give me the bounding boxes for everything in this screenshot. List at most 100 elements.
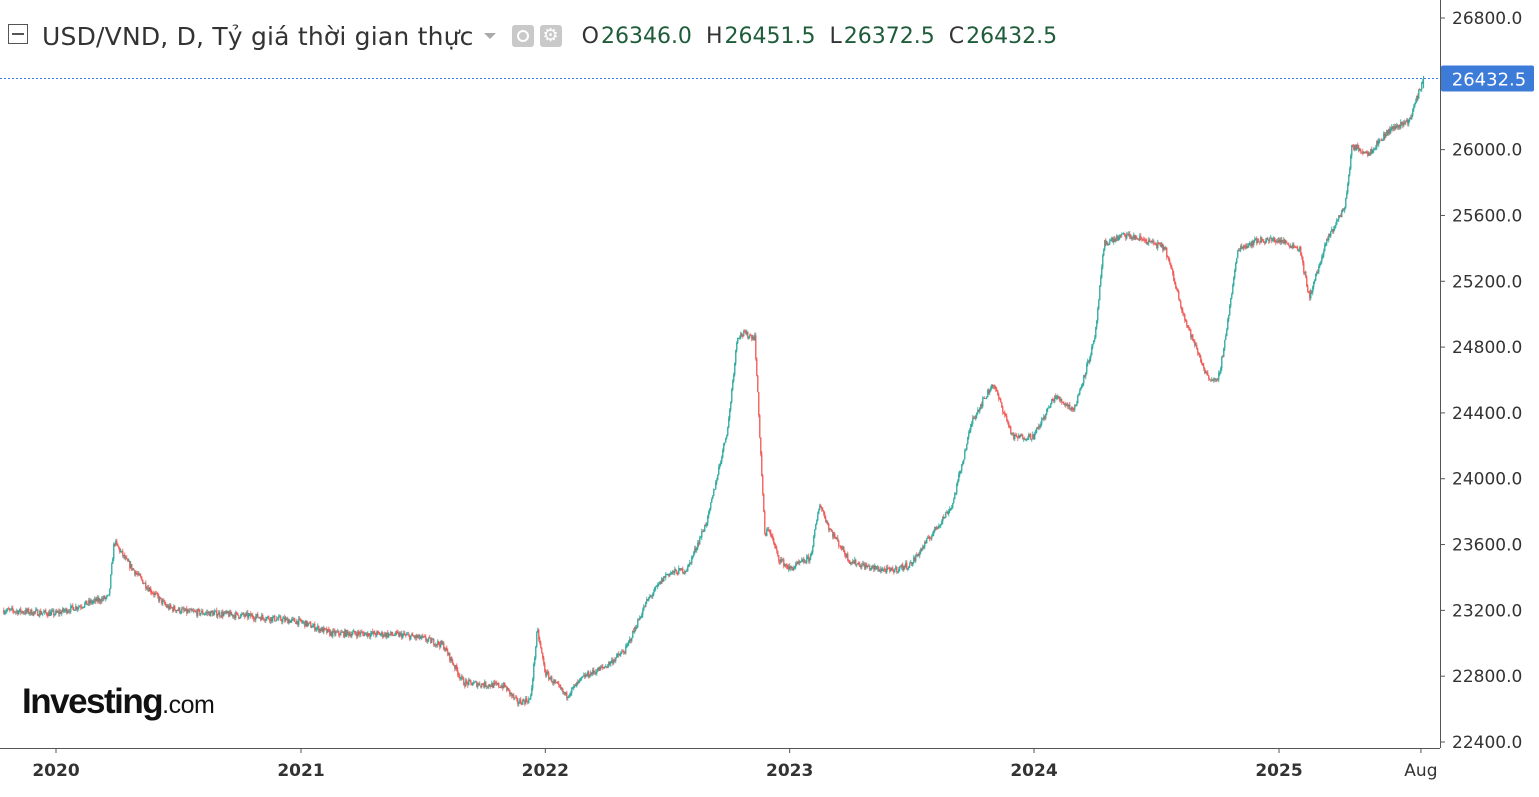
candle-body [1401,121,1403,124]
candle-body [714,489,716,490]
candle-body [271,617,273,622]
candle-body [710,502,712,509]
gear-icon[interactable]: ⚙ [539,25,562,47]
candle-body [1228,314,1230,320]
candle-body [1006,416,1008,420]
symbol-title[interactable]: USD/VND, D, Tỷ giá thời gian thực [42,21,474,51]
candle-body [1030,434,1032,440]
candle-body [1365,151,1367,154]
candle-body [1163,247,1165,250]
candle-body [1333,228,1335,232]
candle-body [918,553,920,556]
candle-body [589,676,591,678]
candle-body [1084,374,1086,377]
candle-body [1212,379,1214,381]
candle-body [1259,241,1261,243]
candle-body [908,566,910,568]
candle-body [1201,362,1203,364]
candle-body [1074,404,1076,410]
candle-body [520,699,522,704]
candle-body [1348,174,1350,184]
candle-body [596,671,598,674]
candle-body [130,564,132,569]
eye-icon[interactable] [511,25,534,47]
candle-body [228,613,230,617]
candle-body [1053,399,1055,402]
candle-body [531,687,533,696]
candle-body [213,612,215,616]
candle-body [735,350,737,363]
candle-body [1064,404,1066,406]
candle-body [540,642,542,648]
candle-body [1279,239,1281,243]
candle-body [259,617,261,619]
candle-body [102,598,104,600]
candle-body [524,700,526,704]
candle-body [198,609,200,611]
candle-body [99,598,101,602]
candle-body [536,632,538,647]
x-tick-label: 2021 [277,761,324,781]
candle-body [290,620,292,623]
candle-body [35,609,37,612]
candle-body [1232,285,1234,295]
candle-body [61,611,63,614]
candle-body [1145,240,1147,242]
candle-body [505,686,507,688]
x-tick-label: 2023 [766,761,813,781]
y-tick-label: 23600.0 [1452,536,1522,556]
candle-body [943,516,945,518]
candle-body [679,568,681,570]
candle-body [748,337,750,338]
candle-body [138,573,140,575]
candle-body [243,613,245,616]
candle-body [1028,434,1030,439]
collapse-icon[interactable] [8,24,28,44]
candle-body [448,652,450,655]
candle-body [1404,122,1406,124]
candle-body [1208,375,1210,379]
candle-body [1078,394,1080,396]
candle-body [308,622,310,624]
candle-body [42,612,44,614]
candle-body [670,573,672,575]
candle-body [1057,396,1059,398]
candle-body [903,566,905,570]
candle-body [820,505,822,508]
candle-body [645,601,647,607]
candle-body [1107,242,1109,246]
candle-body [1261,237,1263,241]
x-tick-label: Aug [1404,761,1437,781]
candle-body [350,633,352,637]
candle-body [585,674,587,678]
candle-body [122,550,124,556]
candle-body [732,380,734,390]
candle-body [600,666,602,668]
candle-body [1328,234,1330,240]
candle-body [1283,239,1285,243]
candle-body [678,568,680,575]
candle-body [349,633,351,636]
candle-body [30,609,32,614]
candle-body [637,619,639,628]
dropdown-icon[interactable] [483,33,496,39]
candle-body [91,600,93,604]
candle-body [1079,390,1081,395]
candle-body [311,627,313,629]
candle-body [1299,246,1301,250]
candle-body [75,606,77,610]
candle-body [523,699,525,701]
candle-body [252,615,254,618]
candle-body [1011,433,1013,435]
candle-body [704,524,706,531]
candle-body [123,554,125,556]
candle-body [993,385,995,387]
candle-body [1230,298,1232,306]
candle-body [375,634,377,636]
candle-body [1334,227,1336,229]
candle-body [881,568,883,571]
candle-body [136,572,138,574]
candle-body [1273,237,1275,241]
candle-body [1387,130,1389,134]
